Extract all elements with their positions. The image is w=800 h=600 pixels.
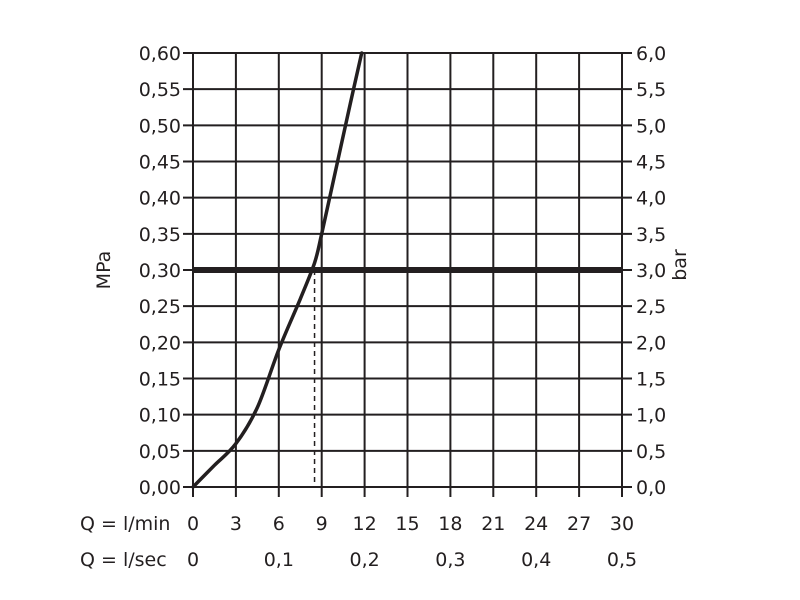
- right-axis-tick-label: 2,0: [636, 332, 666, 354]
- left-axis-ticks: 0,00 0,05 0,10 0,15 0,20 0,25 0,30 0,35 0,40 0,45…: [139, 43, 181, 499]
- flow-curve: [191, 51, 364, 489]
- right-axis-ticks: 0,0 0,5 1,0 1,5 2,0 2,5 3,0 3,5 4,0 4,5 5,0 5,5 6,0: [636, 43, 666, 499]
- left-axis-tick-label: 0,35: [139, 224, 181, 246]
- x-axis-lmin-tick-label: 9: [316, 513, 328, 535]
- right-axis-tick-label: 6,0: [636, 43, 666, 65]
- right-axis-tick-label: 0,5: [636, 441, 666, 463]
- right-axis-tick-label: 4,0: [636, 188, 666, 210]
- x-axis-lsec-tick-label: 0,3: [435, 549, 465, 571]
- x-axis-lsec-tick-label: 0,1: [264, 549, 294, 571]
- left-axis-tick-label: 0,50: [139, 115, 181, 137]
- right-axis-tick-label: 3,5: [636, 224, 666, 246]
- x-axis-lmin-tick-label: 15: [395, 513, 419, 535]
- x-axis-lmin-tick-label: 27: [567, 513, 591, 535]
- right-axis-tick-label: 1,0: [636, 405, 666, 427]
- right-axis-title: bar: [669, 249, 691, 281]
- left-axis-tick-label: 0,40: [139, 188, 181, 210]
- x-axis-lsec-tick-label: 0,4: [521, 549, 551, 571]
- x-axis-lsec-title: Q = l/sec: [80, 549, 167, 571]
- left-axis-tick-label: 0,60: [139, 43, 181, 65]
- right-axis-tick-label: 4,5: [636, 152, 666, 174]
- left-axis-tick-label: 0,45: [139, 152, 181, 174]
- left-axis-tick-label: 0,25: [139, 296, 181, 318]
- left-axis-title: MPa: [93, 251, 115, 290]
- x-axis-lmin-tick-label: 24: [524, 513, 548, 535]
- chart-grid: [183, 52, 632, 497]
- left-axis-tick-label: 0,20: [139, 332, 181, 354]
- x-axis-lmin-tick-label: 0: [187, 513, 199, 535]
- right-axis-tick-label: 2,5: [636, 296, 666, 318]
- x-axis-lmin-tick-label: 3: [230, 513, 242, 535]
- x-axis-lmin-tick-label: 30: [610, 513, 634, 535]
- x-axis-lmin-ticks: 0 3 6 9 12 15 18 21 24 27 30: [187, 513, 634, 535]
- right-axis-tick-label: 3,0: [636, 260, 666, 282]
- x-axis-lsec-ticks: 0 0,1 0,2 0,3 0,4 0,5: [187, 549, 637, 571]
- x-axis-lmin-tick-label: 6: [273, 513, 285, 535]
- x-axis-lmin-title: Q = l/min: [80, 513, 170, 535]
- right-axis-tick-label: 5,0: [636, 115, 666, 137]
- right-axis-tick-label: 5,5: [636, 79, 666, 101]
- left-axis-tick-label: 0,10: [139, 405, 181, 427]
- x-axis-lmin-tick-label: 12: [353, 513, 377, 535]
- x-axis-lmin-tick-label: 21: [481, 513, 505, 535]
- right-axis-tick-label: 0,0: [636, 477, 666, 499]
- left-axis-tick-label: 0,05: [139, 441, 181, 463]
- right-axis-tick-label: 1,5: [636, 369, 666, 391]
- x-axis-lsec-tick-label: 0,5: [607, 549, 637, 571]
- left-axis-tick-label: 0,30: [139, 260, 181, 282]
- x-axis-lsec-tick-label: 0: [187, 549, 199, 571]
- x-axis-lmin-tick-label: 18: [438, 513, 462, 535]
- left-axis-tick-label: 0,00: [139, 477, 181, 499]
- left-axis-tick-label: 0,15: [139, 369, 181, 391]
- x-axis-lsec-tick-label: 0,2: [349, 549, 379, 571]
- left-axis-tick-label: 0,55: [139, 79, 181, 101]
